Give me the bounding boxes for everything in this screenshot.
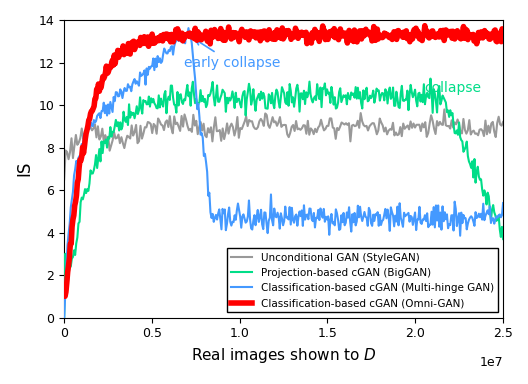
Legend: Unconditional GAN (StyleGAN), Projection-based cGAN (BigGAN), Classification-bas: Unconditional GAN (StyleGAN), Projection… (227, 248, 498, 312)
X-axis label: Real images shown to $D$: Real images shown to $D$ (191, 346, 376, 365)
Y-axis label: IS: IS (15, 161, 33, 177)
Text: 1e7: 1e7 (479, 356, 503, 369)
Text: early collapse: early collapse (184, 40, 280, 70)
Text: collapse: collapse (424, 81, 481, 95)
